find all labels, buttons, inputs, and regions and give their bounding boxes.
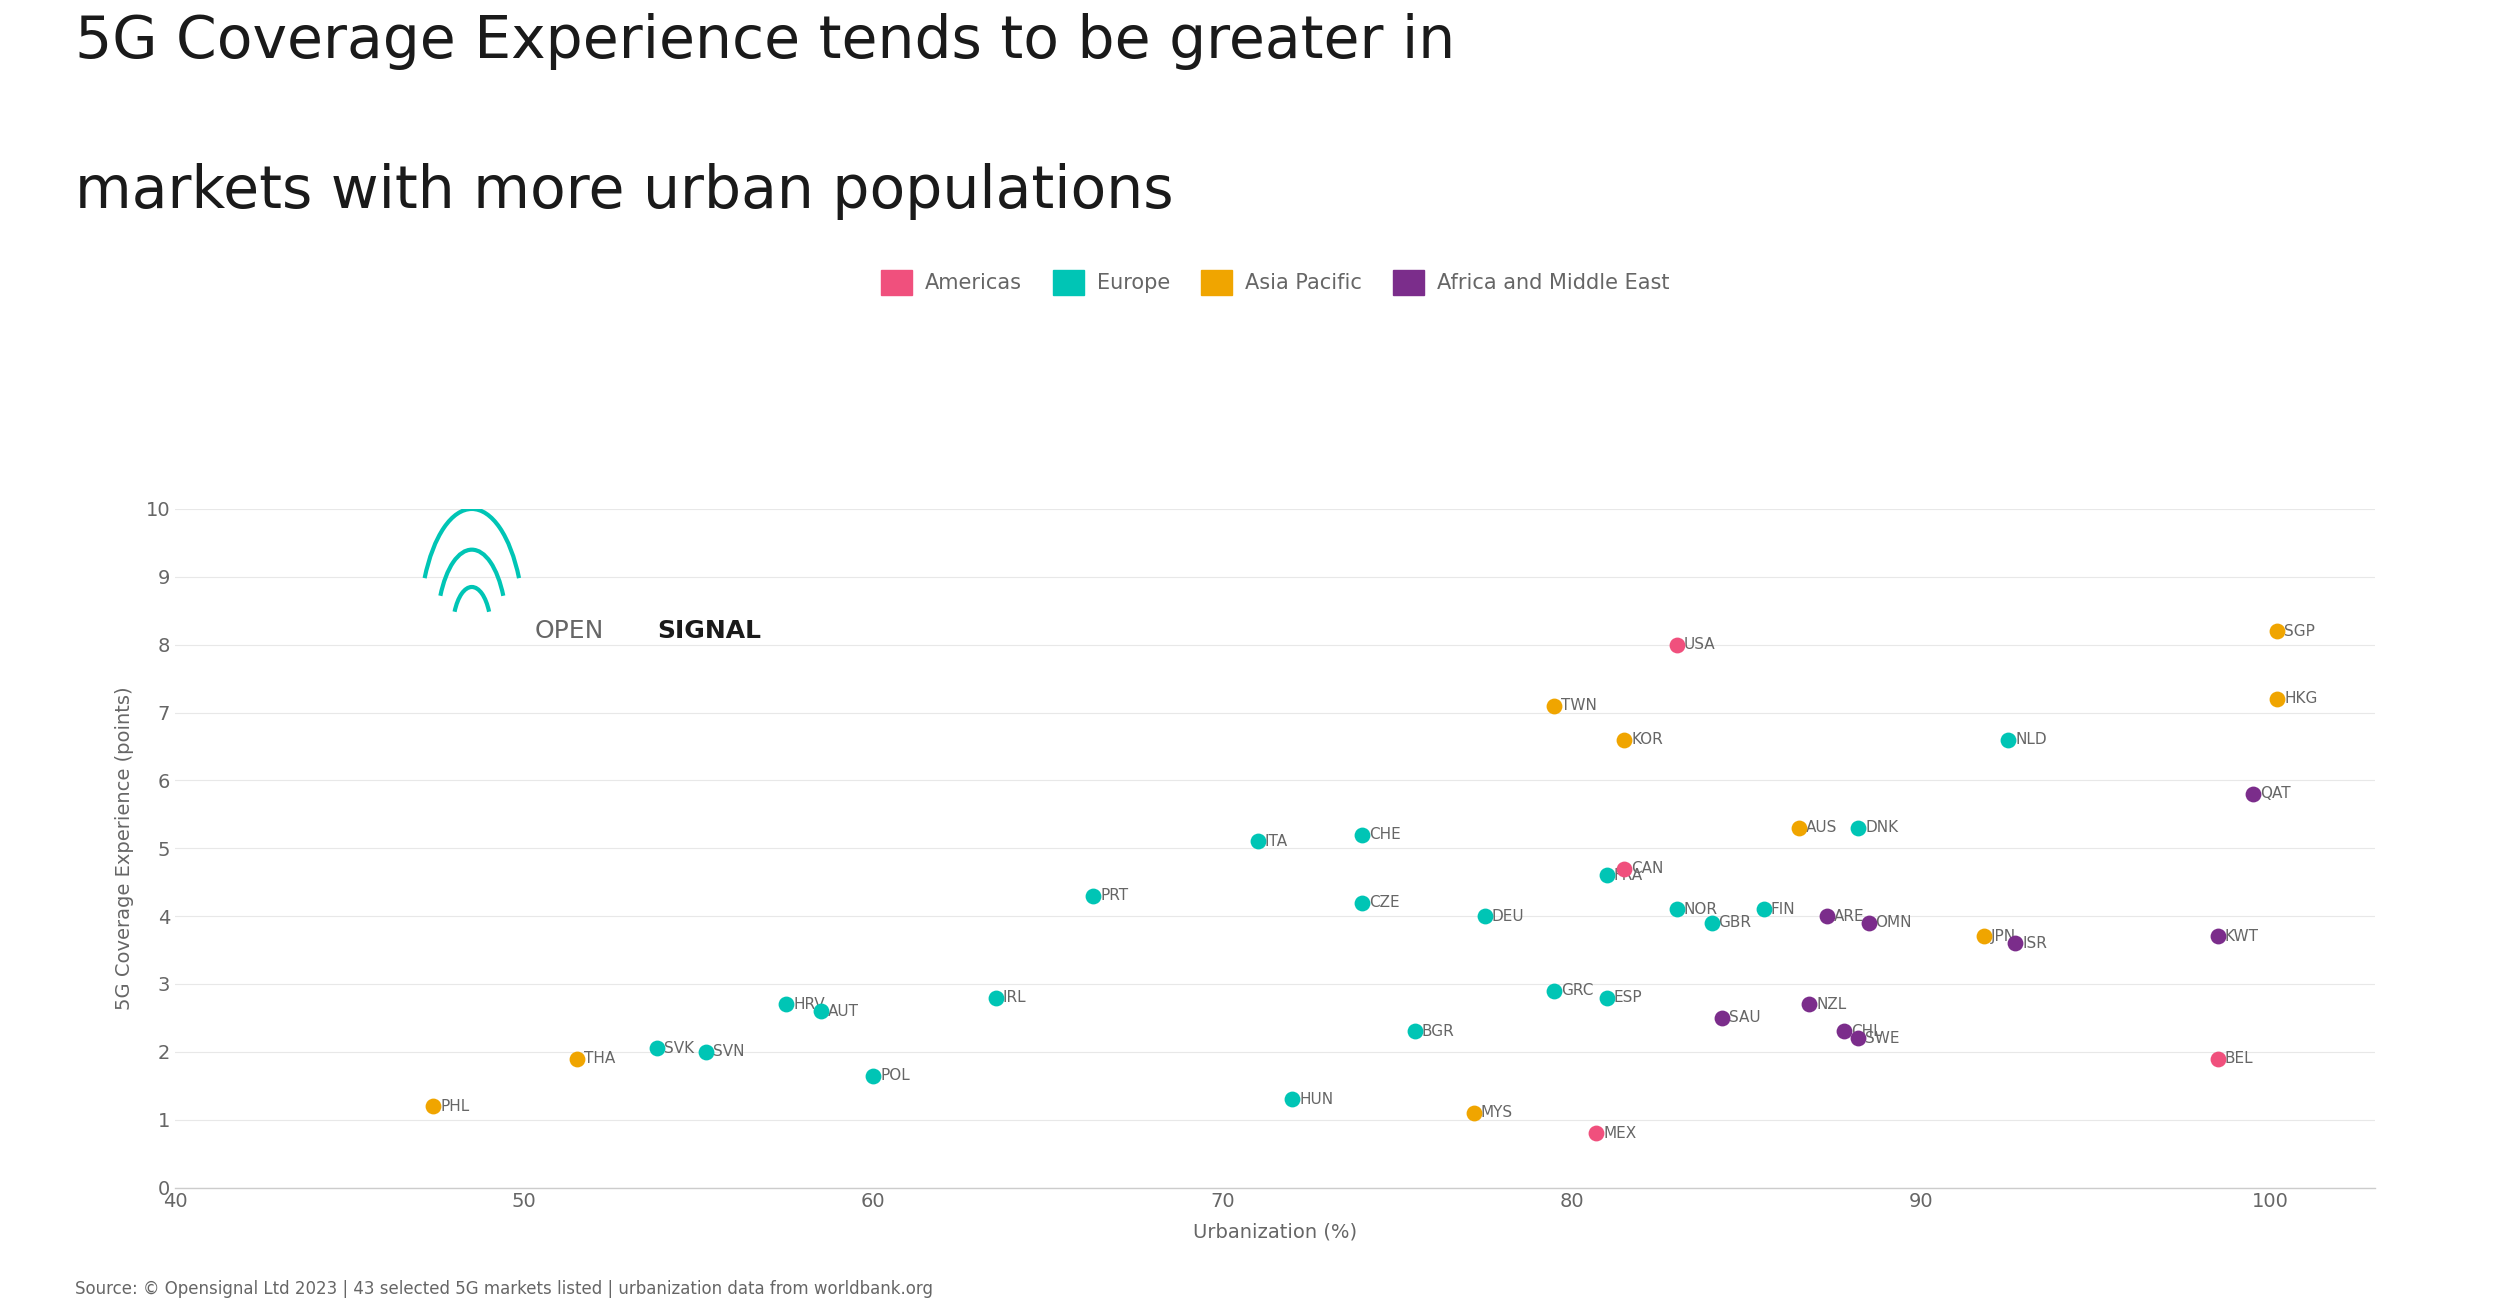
Point [1238, 831, 1278, 852]
Point [1703, 1007, 1742, 1028]
Point [1838, 1028, 1878, 1049]
Text: QAT: QAT [2260, 787, 2290, 801]
Text: MEX: MEX [1602, 1126, 1638, 1141]
Text: TWN: TWN [1562, 698, 1598, 714]
Text: SVK: SVK [665, 1041, 695, 1056]
Point [1342, 893, 1382, 914]
Point [1808, 906, 1848, 927]
Text: NLD: NLD [2015, 732, 2048, 748]
Text: CZE: CZE [1370, 895, 1400, 910]
Point [685, 1041, 725, 1062]
Text: OMN: OMN [1875, 915, 1912, 930]
Text: BEL: BEL [2225, 1051, 2252, 1066]
Text: 5G Coverage Experience tends to be greater in: 5G Coverage Experience tends to be great… [75, 13, 1455, 70]
Point [1848, 912, 1888, 933]
Text: PRT: PRT [1100, 889, 1128, 903]
Text: POL: POL [880, 1067, 910, 1083]
Point [800, 1001, 840, 1022]
Point [1342, 825, 1382, 846]
Point [853, 1065, 892, 1086]
Text: Source: © Opensignal Ltd 2023 | 43 selected 5G markets listed | urbanization dat: Source: © Opensignal Ltd 2023 | 43 selec… [75, 1280, 932, 1298]
Point [1588, 987, 1628, 1007]
Point [1072, 885, 1112, 906]
Point [1988, 729, 2028, 750]
Point [2232, 783, 2272, 804]
Text: KWT: KWT [2225, 929, 2260, 944]
Point [1578, 1122, 1618, 1143]
Point [1838, 817, 1878, 838]
Point [1465, 906, 1505, 927]
Text: KOR: KOR [1630, 732, 1662, 748]
Point [1395, 1021, 1435, 1041]
Text: AUT: AUT [828, 1004, 860, 1019]
Text: SVN: SVN [712, 1044, 745, 1060]
Text: SAU: SAU [1730, 1010, 1760, 1026]
Point [1825, 1021, 1865, 1041]
Text: HUN: HUN [1300, 1092, 1332, 1107]
Point [1588, 865, 1628, 886]
Text: OPEN: OPEN [535, 619, 605, 643]
Text: JPN: JPN [1990, 929, 2015, 944]
Text: ITA: ITA [1265, 834, 1288, 850]
Text: CHL: CHL [1850, 1024, 1882, 1039]
Legend: Americas, Europe, Asia Pacific, Africa and Middle East: Americas, Europe, Asia Pacific, Africa a… [872, 261, 1678, 304]
Point [1272, 1088, 1312, 1109]
Text: ISR: ISR [2023, 936, 2048, 951]
Point [1605, 859, 1645, 880]
Point [1780, 817, 1820, 838]
Point [558, 1048, 598, 1069]
Text: markets with more urban populations: markets with more urban populations [75, 163, 1172, 221]
Point [765, 994, 805, 1015]
Text: SWE: SWE [1865, 1031, 1900, 1045]
Point [1658, 634, 1698, 655]
Text: GRC: GRC [1562, 983, 1592, 998]
Text: ARE: ARE [1832, 908, 1865, 924]
Point [975, 987, 1015, 1007]
Point [2258, 689, 2298, 710]
Y-axis label: 5G Coverage Experience (points): 5G Coverage Experience (points) [115, 686, 135, 1010]
Point [2198, 1048, 2238, 1069]
Text: NOR: NOR [1682, 902, 1718, 917]
Text: MYS: MYS [1480, 1105, 1512, 1121]
Text: SGP: SGP [2285, 624, 2315, 638]
Point [638, 1037, 678, 1058]
Point [1790, 994, 1830, 1015]
Text: AUS: AUS [1805, 821, 1838, 835]
Point [1535, 980, 1575, 1001]
Text: GBR: GBR [1718, 915, 1752, 930]
Text: BGR: BGR [1422, 1024, 1455, 1039]
Text: SIGNAL: SIGNAL [658, 619, 760, 643]
Text: PHL: PHL [440, 1099, 470, 1113]
Point [2198, 927, 2238, 947]
Text: THA: THA [582, 1051, 615, 1066]
Text: ESP: ESP [1612, 990, 1642, 1005]
Text: USA: USA [1682, 637, 1715, 652]
Text: NZL: NZL [1815, 997, 1848, 1011]
Text: FRA: FRA [1612, 868, 1642, 883]
Point [1995, 933, 2035, 954]
Text: DEU: DEU [1492, 908, 1525, 924]
Text: CAN: CAN [1630, 861, 1662, 876]
Point [1605, 729, 1645, 750]
Text: HRV: HRV [792, 997, 825, 1011]
X-axis label: Urbanization (%): Urbanization (%) [1192, 1223, 1358, 1241]
Text: FIN: FIN [1770, 902, 1795, 917]
Text: DNK: DNK [1865, 821, 1898, 835]
Point [1535, 696, 1575, 716]
Text: CHE: CHE [1370, 827, 1400, 842]
Point [2258, 621, 2298, 642]
Point [1658, 899, 1698, 920]
Text: IRL: IRL [1003, 990, 1025, 1005]
Point [1745, 899, 1785, 920]
Point [1693, 912, 1732, 933]
Point [1455, 1103, 1495, 1124]
Point [1965, 927, 2005, 947]
Point [412, 1096, 452, 1117]
Text: HKG: HKG [2285, 692, 2318, 706]
